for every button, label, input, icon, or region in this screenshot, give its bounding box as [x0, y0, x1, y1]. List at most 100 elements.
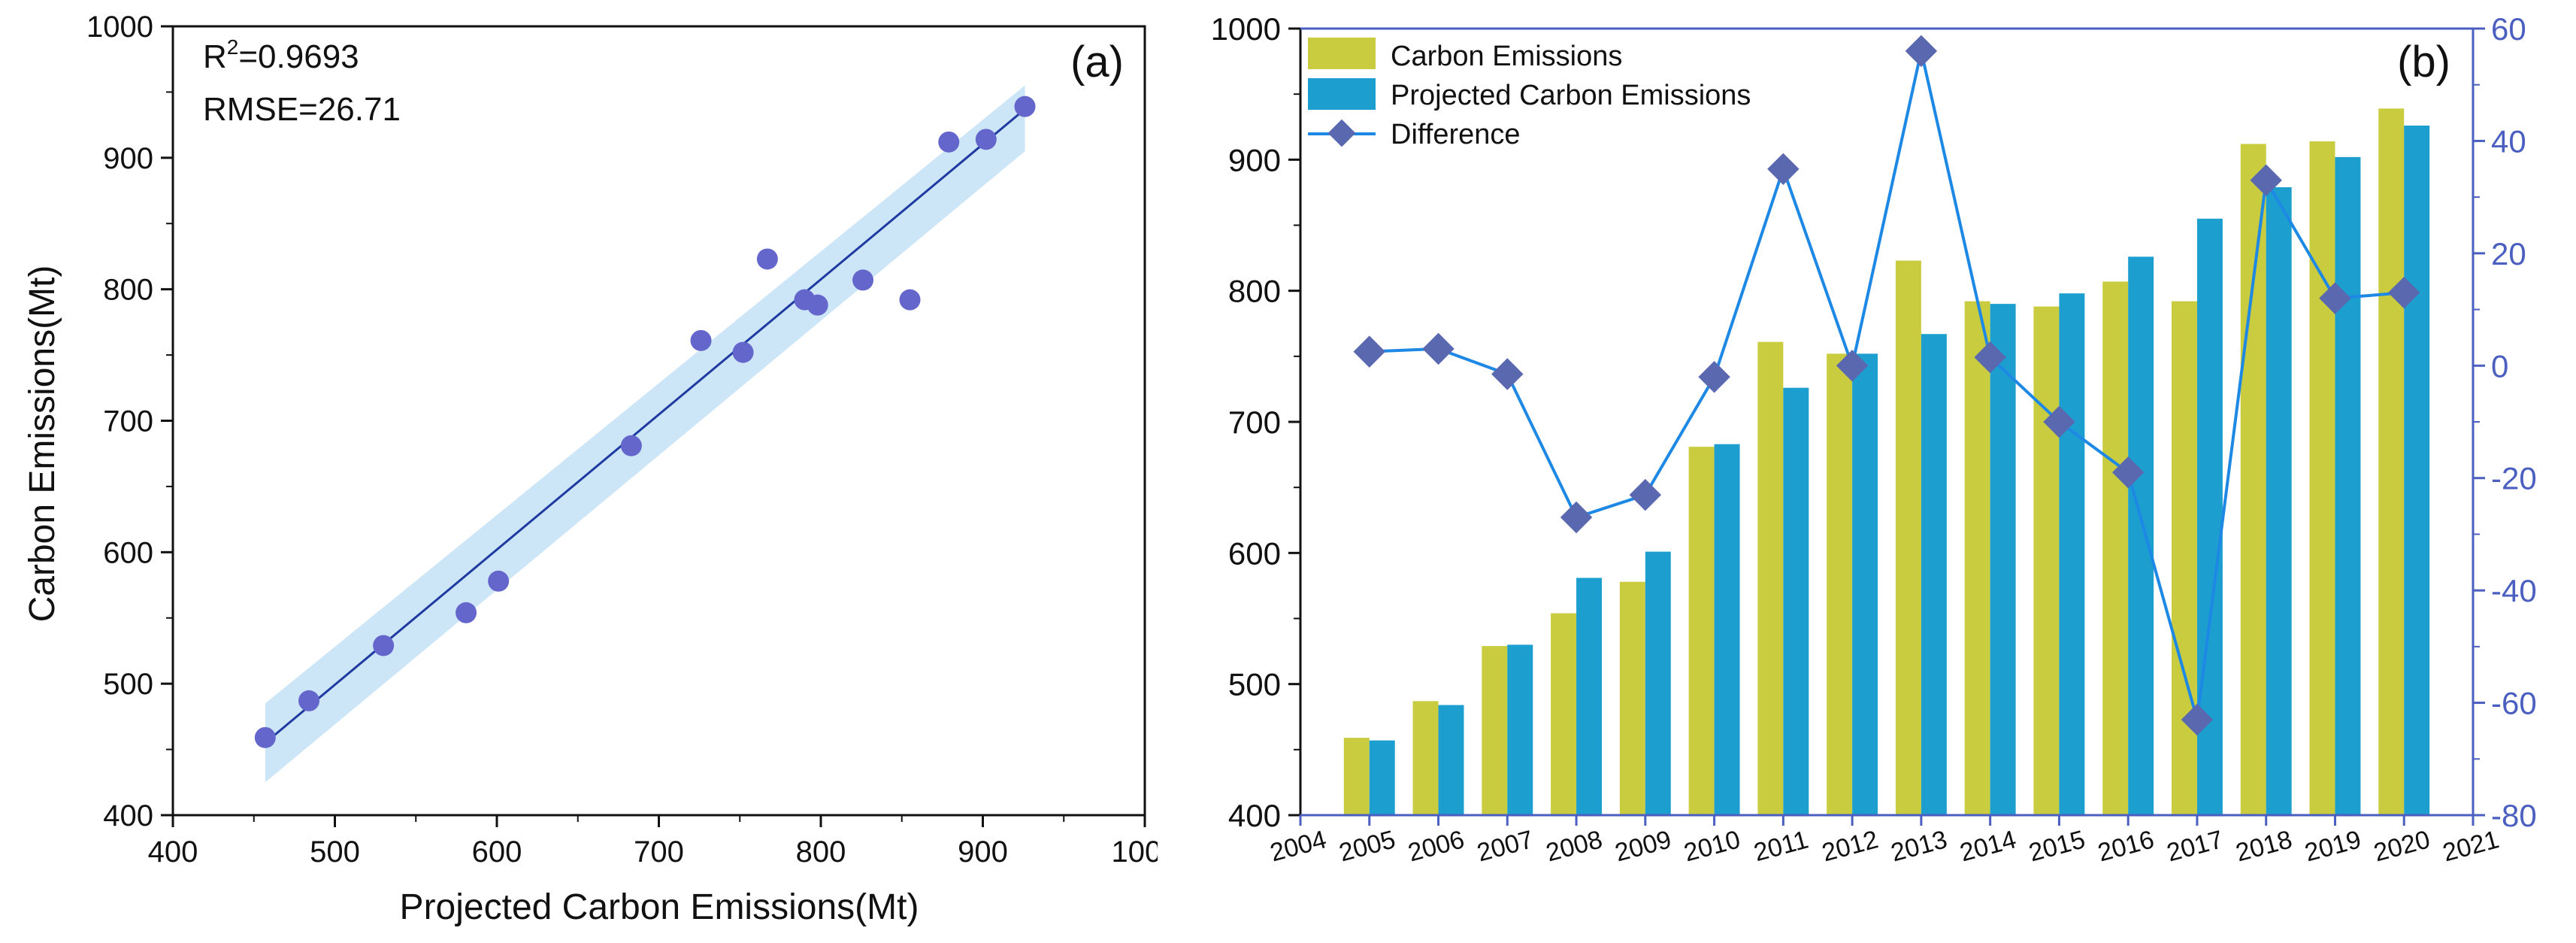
- y-tick-label: 600: [103, 536, 153, 569]
- scatter-point: [732, 341, 754, 363]
- bar-carbon-emissions: [1964, 301, 1990, 815]
- bar-projected-carbon-emissions: [2404, 126, 2430, 816]
- scatter-point: [620, 435, 642, 456]
- r-squared-value: =0.9693: [238, 38, 359, 75]
- x-tick-label: 2016: [2095, 825, 2157, 867]
- r-squared-exponent: 2: [227, 35, 239, 59]
- y-tick-label: 700: [103, 405, 153, 438]
- y-tick-label: 500: [1228, 667, 1281, 702]
- panel-label-a: (a): [1070, 38, 1124, 86]
- bars-layer: [1343, 108, 2430, 816]
- y2-tick-label: 20: [2491, 236, 2526, 271]
- scatter-point: [975, 129, 997, 150]
- r-squared-prefix: R: [203, 38, 227, 75]
- difference-marker: [1491, 358, 1524, 390]
- scatter-point: [254, 726, 276, 748]
- scatter-point: [456, 602, 477, 623]
- legend-swatch-projected: [1308, 78, 1376, 110]
- difference-marker: [1560, 501, 1593, 534]
- r-squared-annotation: R2=0.9693: [203, 35, 359, 75]
- y-tick-label: 900: [103, 142, 153, 175]
- bar-projected-carbon-emissions: [1921, 334, 1947, 815]
- y-tick-label: 700: [1228, 405, 1281, 440]
- scatter-point: [852, 269, 874, 291]
- y-tick-label: 400: [103, 799, 153, 832]
- difference-line: [1369, 50, 2405, 720]
- bar-projected-carbon-emissions: [2335, 156, 2361, 815]
- bar-projected-carbon-emissions: [1852, 353, 1878, 815]
- x-tick-label: 2013: [1888, 825, 1951, 867]
- x-tick-label: 2015: [2026, 825, 2088, 867]
- x-tick-label: 900: [958, 835, 1008, 869]
- difference-marker: [1353, 335, 1385, 368]
- x-tick-label: 500: [310, 835, 360, 869]
- x-tick-label: 600: [472, 835, 522, 869]
- panel-label-b: (b): [2397, 38, 2450, 86]
- legend-label-difference: Difference: [1391, 119, 1521, 150]
- bar-projected-carbon-emissions: [1714, 444, 1740, 815]
- x-tick-label: 2006: [1405, 825, 1467, 867]
- x-tick-label: 2020: [2371, 825, 2433, 867]
- ticks-a: 400 500 600 700 800 900 1000 400 500 600 700 800 900…: [86, 11, 1158, 869]
- x-tick-label: 2009: [1612, 825, 1675, 867]
- x-tick-label: 2012: [1819, 825, 1881, 867]
- rmse-annotation: RMSE=26.71: [203, 91, 401, 128]
- y-tick-label: 1000: [86, 11, 153, 44]
- bar-projected-carbon-emissions: [1990, 304, 2016, 816]
- x-tick-label: 1000: [1112, 835, 1158, 869]
- x-tick-label: 2005: [1336, 825, 1398, 867]
- y2-tick-label: 60: [2491, 11, 2526, 47]
- bar-carbon-emissions: [2240, 144, 2266, 815]
- bar-carbon-emissions: [1827, 353, 1853, 815]
- bar-projected-carbon-emissions: [1645, 551, 1671, 815]
- bar-carbon-emissions: [1551, 613, 1577, 815]
- bar-line-chart-panel: 400 500 600 700 800 900 1000 -80 -60 -40 -20 0 20 40 6…: [1211, 11, 2537, 868]
- y-tick-label: 800: [103, 274, 153, 307]
- bar-projected-carbon-emissions: [2128, 256, 2154, 816]
- x-tick-label: 2008: [1543, 825, 1606, 867]
- y2-tick-label: 0: [2491, 348, 2508, 384]
- bar-carbon-emissions: [2171, 301, 2197, 815]
- bar-carbon-emissions: [1619, 581, 1645, 815]
- difference-marker: [2250, 164, 2282, 196]
- bar-projected-carbon-emissions: [2266, 186, 2292, 815]
- x-axis-label-a: Projected Carbon Emissions(Mt): [400, 887, 919, 927]
- bar-carbon-emissions: [2378, 108, 2405, 816]
- y2-tick-label: -20: [2491, 461, 2537, 496]
- difference-marker: [1629, 478, 1662, 511]
- y-axis-label-a: Carbon Emissions(Mt): [23, 265, 62, 623]
- scatter-points-layer: [254, 96, 1036, 748]
- scatter-point: [298, 690, 320, 711]
- bar-carbon-emissions: [1688, 447, 1715, 815]
- y-tick-label: 400: [1228, 798, 1281, 833]
- x-tick-label: 2019: [2302, 825, 2364, 867]
- bar-carbon-emissions: [1895, 260, 1921, 815]
- x-tick-label: 2007: [1474, 825, 1536, 867]
- difference-marker: [1767, 153, 1800, 185]
- y2-tick-label: -80: [2491, 798, 2537, 833]
- scatter-point: [756, 248, 778, 270]
- legend-swatch-carbon-emissions: [1308, 38, 1376, 69]
- difference-marker: [1974, 341, 2006, 374]
- y2-tick-label: -40: [2491, 573, 2537, 608]
- legend-label-carbon-emissions: Carbon Emissions: [1391, 41, 1622, 72]
- scatter-chart-panel: 400 500 600 700 800 900 1000 400 500 600 700 800 900…: [23, 11, 1158, 927]
- difference-marker: [1422, 332, 1454, 365]
- x-tick-label: 400: [148, 835, 198, 869]
- confidence-band: [265, 85, 1025, 783]
- legend-swatch-difference-marker: [1327, 119, 1356, 147]
- scatter-point: [899, 289, 921, 311]
- difference-marker: [2319, 282, 2351, 314]
- bar-projected-carbon-emissions: [1369, 740, 1395, 815]
- legend-label-projected: Projected Carbon Emissions: [1391, 80, 1751, 111]
- bar-projected-carbon-emissions: [1507, 644, 1533, 815]
- y-tick-label: 800: [1228, 274, 1281, 309]
- confidence-band-layer: [265, 85, 1025, 783]
- x-tick-label: 2014: [1957, 825, 2019, 867]
- x-tick-label: 2010: [1681, 825, 1743, 867]
- scatter-point: [690, 329, 712, 351]
- bar-carbon-emissions: [1343, 738, 1370, 815]
- scatter-point: [807, 294, 828, 316]
- y-tick-label: 900: [1228, 142, 1281, 177]
- bar-carbon-emissions: [1482, 646, 1508, 815]
